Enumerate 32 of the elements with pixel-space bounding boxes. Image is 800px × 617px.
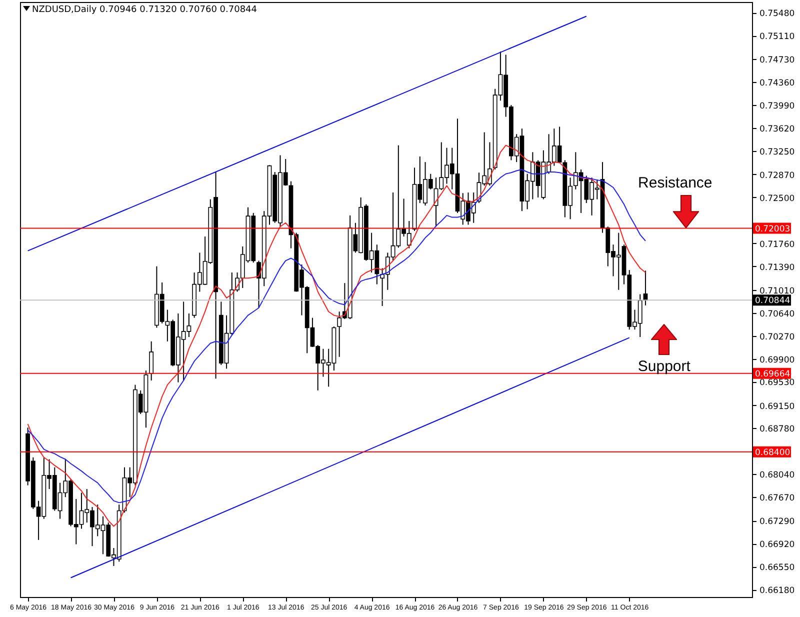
y-tick-label: 0.74360	[760, 78, 795, 89]
ref-line-label: 0.70844	[755, 296, 790, 306]
y-tick-label: 0.73990	[760, 101, 795, 112]
y-tick-label: 0.67290	[760, 517, 795, 528]
y-tick-label: 0.70640	[760, 309, 795, 320]
y-tick-label: 0.75480	[760, 9, 795, 20]
ref-line-label: 0.68400	[755, 448, 790, 458]
y-tick-label: 0.66180	[760, 586, 795, 596]
y-tick-label: 0.68780	[760, 424, 795, 435]
y-tick-label: 0.69150	[760, 402, 795, 412]
y-tick-label: 0.72500	[760, 194, 795, 204]
y-tick-label: 0.71390	[760, 262, 795, 273]
annotation: Support	[638, 358, 692, 376]
y-tick-label: 0.75110	[760, 32, 795, 42]
y-tick-label: 0.73620	[760, 124, 795, 134]
y-tick-label: 0.66920	[760, 540, 795, 550]
y-tick-label: 0.72870	[760, 170, 795, 181]
y-tick-label: 0.67670	[760, 494, 795, 504]
ref-line-label: 0.69664	[755, 369, 790, 380]
y-tick-label: 0.71760	[760, 240, 795, 250]
y-tick-label: 0.66550	[760, 563, 795, 574]
y-tick-label: 0.74730	[760, 56, 795, 66]
annotation: Resistance	[638, 174, 712, 192]
y-tick-label: 0.73250	[760, 147, 795, 158]
y-tick-label: 0.68040	[760, 470, 795, 481]
y-tick-label: 0.70270	[760, 332, 795, 342]
ref-line-label: 0.72003	[755, 224, 790, 234]
chart-title: NZDUSD,Daily 0.70946 0.71320 0.70760 0.70844	[32, 5, 258, 15]
candlestick	[149, 340, 154, 381]
y-tick-label: 0.69900	[760, 355, 795, 366]
y-tick-label: 0.69530	[760, 378, 795, 388]
y-tick-label: 0.71010	[760, 286, 795, 296]
